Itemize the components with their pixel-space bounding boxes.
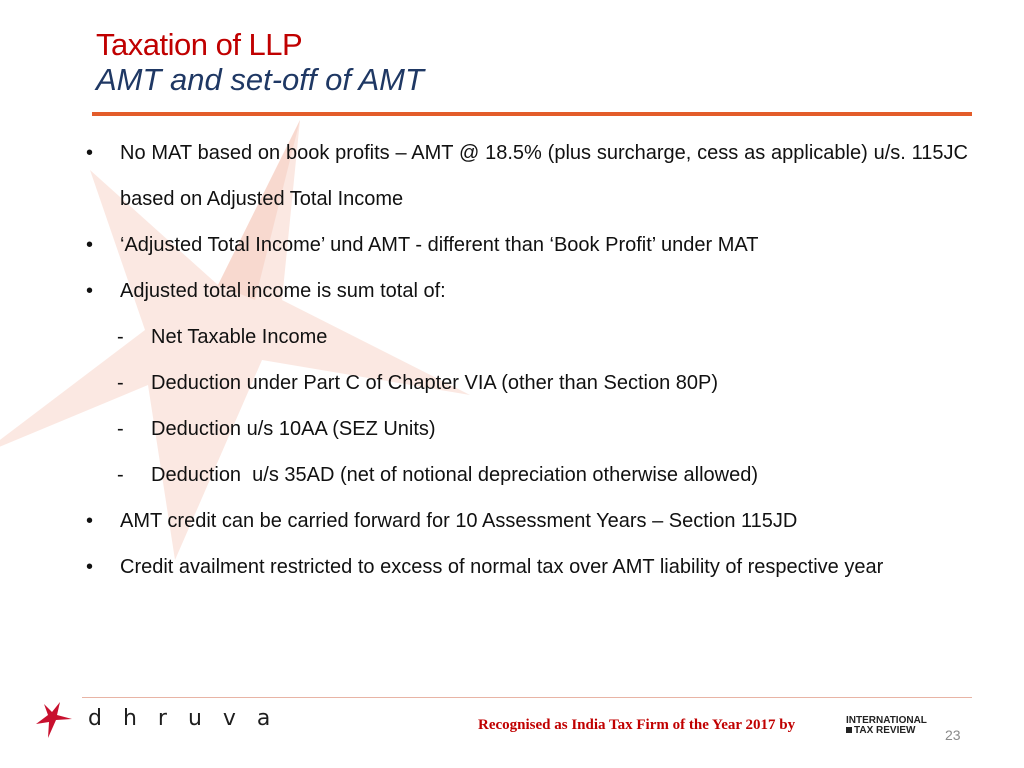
bullet-text: No MAT based on book profits – AMT @ 18.… bbox=[120, 142, 968, 210]
slide-title-block: Taxation of LLP AMT and set-off of AMT bbox=[96, 28, 424, 98]
bullet-marker: • bbox=[86, 280, 94, 302]
sub-marker: - bbox=[117, 372, 124, 394]
bullet-item: • ‘Adjusted Total Income’ und AMT - diff… bbox=[82, 222, 968, 268]
sub-text: Deduction u/s 35AD (net of notional depr… bbox=[151, 464, 759, 486]
international-tax-review-logo: INTERNATIONAL TAX REVIEW bbox=[846, 716, 927, 736]
dhruva-logo-text: dhruva bbox=[88, 706, 292, 731]
sub-item: - Deduction u/s 10AA (SEZ Units) bbox=[82, 406, 968, 452]
dhruva-star-logo-icon bbox=[36, 702, 72, 738]
sub-text: Net Taxable Income bbox=[151, 326, 328, 348]
itr-square-icon bbox=[846, 727, 852, 734]
bullet-item: • No MAT based on book profits – AMT @ 1… bbox=[82, 130, 968, 222]
sub-marker: - bbox=[117, 418, 124, 440]
bullet-marker: • bbox=[86, 142, 94, 164]
recognition-text: Recognised as India Tax Firm of the Year… bbox=[478, 717, 796, 733]
sub-item: - Net Taxable Income bbox=[82, 314, 968, 360]
bullet-marker: • bbox=[86, 510, 94, 532]
footer-divider bbox=[82, 697, 972, 698]
bullet-marker: • bbox=[86, 234, 94, 256]
bullet-text: ‘Adjusted Total Income’ und AMT - differ… bbox=[120, 234, 759, 256]
bullet-marker: • bbox=[86, 556, 94, 578]
slide-title: Taxation of LLP bbox=[96, 27, 303, 62]
sub-item: - Deduction u/s 35AD (net of notional de… bbox=[82, 452, 968, 498]
sub-text: Deduction u/s 10AA (SEZ Units) bbox=[151, 418, 436, 440]
sub-item: - Deduction under Part C of Chapter VIA … bbox=[82, 360, 968, 406]
page-number: 23 bbox=[945, 727, 961, 743]
bullet-list: • No MAT based on book profits – AMT @ 1… bbox=[82, 130, 968, 590]
bullet-text: AMT credit can be carried forward for 10… bbox=[120, 510, 798, 532]
partner-logo-line1: INTERNATIONAL bbox=[846, 715, 927, 726]
bullet-item: • AMT credit can be carried forward for … bbox=[82, 498, 968, 544]
partner-logo-line2: TAX REVIEW bbox=[854, 725, 916, 736]
bullet-item: • Adjusted total income is sum total of: bbox=[82, 268, 968, 314]
title-underline bbox=[92, 112, 972, 116]
bullet-item: • Credit availment restricted to excess … bbox=[82, 544, 968, 590]
slide-subtitle: AMT and set-off of AMT bbox=[96, 62, 424, 97]
bullet-text: Credit availment restricted to excess of… bbox=[120, 556, 884, 578]
sub-marker: - bbox=[117, 464, 124, 486]
bullet-text: Adjusted total income is sum total of: bbox=[120, 280, 446, 302]
sub-text: Deduction under Part C of Chapter VIA (o… bbox=[151, 372, 718, 394]
sub-marker: - bbox=[117, 326, 124, 348]
